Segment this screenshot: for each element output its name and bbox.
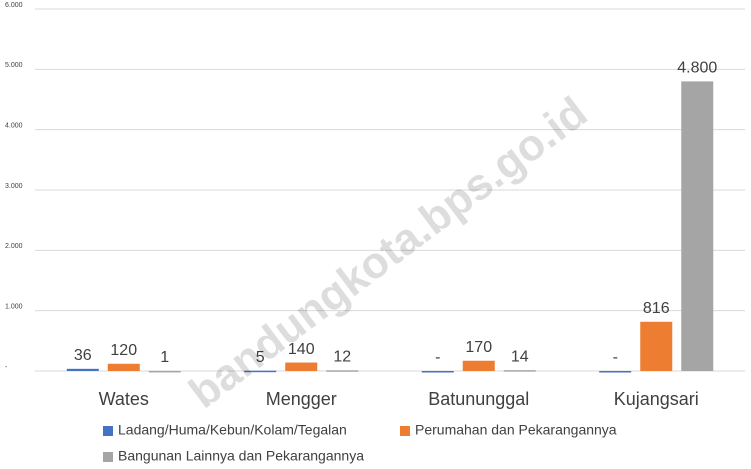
data-label: 4.800 bbox=[677, 60, 717, 77]
bar bbox=[640, 321, 673, 371]
bar bbox=[66, 368, 99, 371]
bar bbox=[421, 371, 454, 373]
x-tick-label: Wates bbox=[99, 389, 149, 409]
data-label: 120 bbox=[110, 342, 137, 359]
legend-label: Ladang/Huma/Kebun/Kolam/Tegalan bbox=[118, 422, 347, 438]
y-tick-label: 5.000 bbox=[5, 62, 23, 69]
data-label: 1 bbox=[160, 349, 169, 366]
bar bbox=[244, 370, 277, 373]
legend-label: Bangunan Lainnya dan Pekarangannya bbox=[118, 448, 364, 464]
bar bbox=[503, 370, 536, 372]
data-label: 5 bbox=[256, 349, 265, 366]
y-tick-label: - bbox=[5, 364, 8, 371]
data-label: 36 bbox=[74, 347, 92, 364]
data-label: - bbox=[435, 349, 440, 366]
legend-label: Perumahan dan Pekarangannya bbox=[415, 422, 617, 438]
x-tick-label: Kujangsari bbox=[614, 389, 699, 409]
bar bbox=[107, 363, 140, 371]
data-label: 14 bbox=[511, 348, 529, 365]
bar bbox=[285, 362, 318, 371]
data-label: - bbox=[613, 349, 618, 366]
legend-swatch bbox=[103, 452, 113, 462]
x-tick-label: Mengger bbox=[266, 389, 337, 409]
x-tick-label: Batununggal bbox=[428, 389, 529, 409]
bar bbox=[681, 81, 714, 372]
legend-swatch bbox=[400, 426, 410, 436]
y-tick-label: 1.000 bbox=[5, 304, 23, 311]
y-tick-label: 6.000 bbox=[5, 2, 23, 9]
bar bbox=[599, 371, 632, 373]
bar bbox=[462, 360, 495, 371]
bar bbox=[326, 370, 359, 372]
y-tick-label: 3.000 bbox=[5, 183, 23, 190]
bar bbox=[148, 370, 181, 373]
data-label: 140 bbox=[288, 341, 315, 358]
data-label: 12 bbox=[333, 348, 351, 365]
data-label: 816 bbox=[643, 300, 670, 317]
y-tick-label: 2.000 bbox=[5, 243, 23, 250]
y-tick-label: 4.000 bbox=[5, 123, 23, 130]
legend-swatch bbox=[103, 426, 113, 436]
watermark: bandungkota.bps.go.id bbox=[180, 88, 596, 418]
data-label: 170 bbox=[465, 339, 492, 356]
